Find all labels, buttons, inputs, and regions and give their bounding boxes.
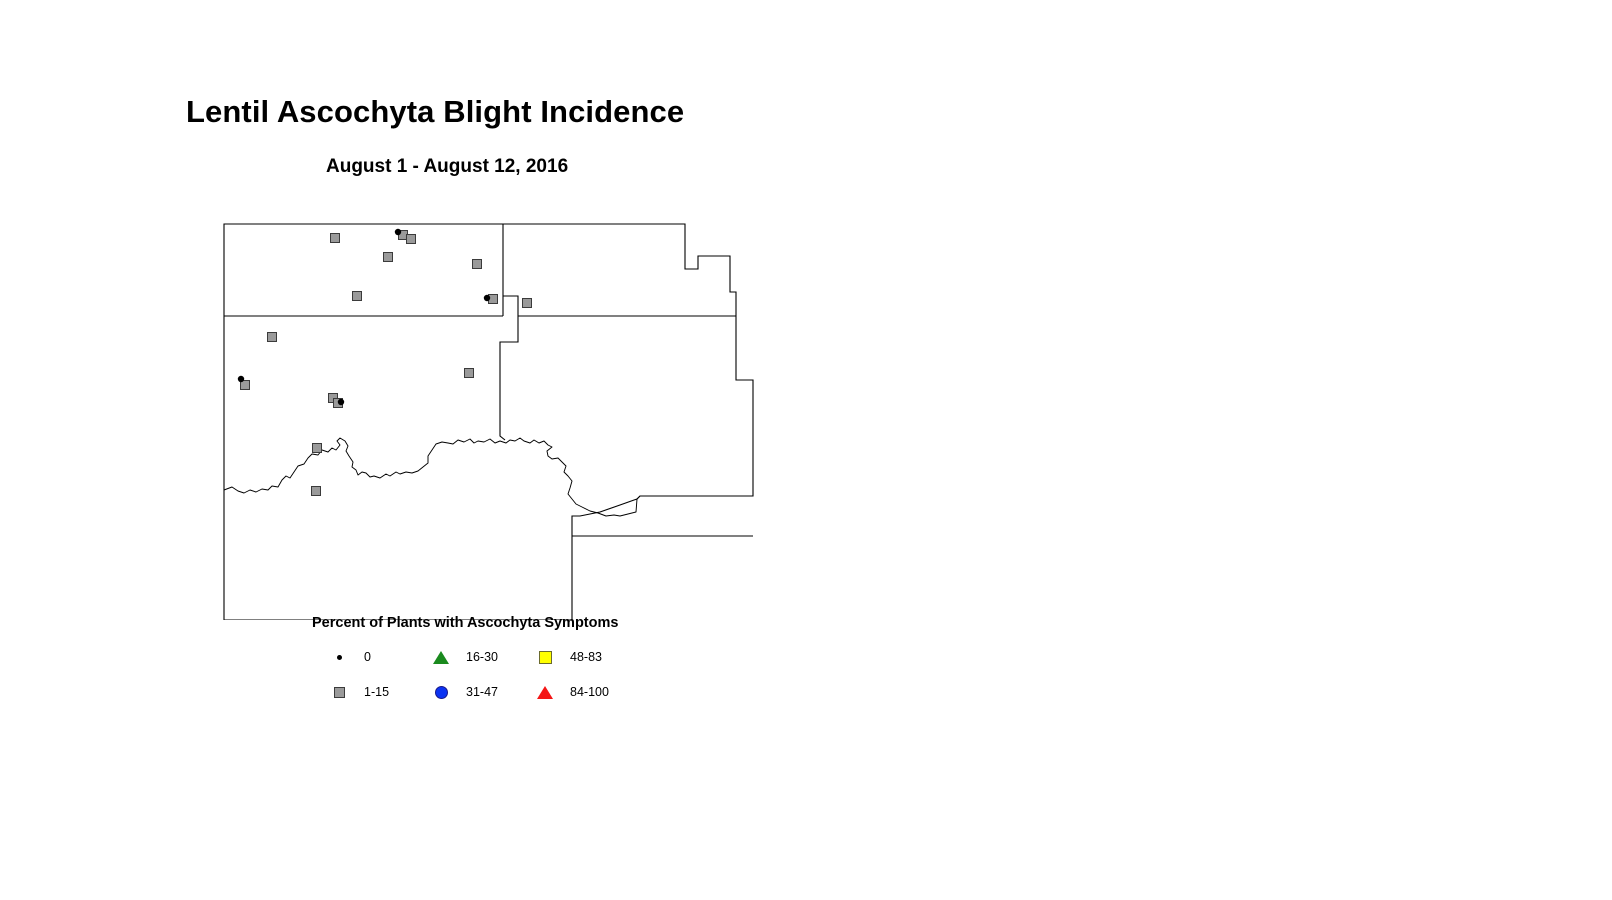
boundary-upper-step <box>503 295 519 316</box>
county-boundaries <box>223 223 754 620</box>
page-subtitle: August 1 - August 12, 2016 <box>326 156 569 177</box>
boundary-east-vertical <box>499 316 519 441</box>
square-yellow-icon <box>536 648 554 666</box>
legend-label-16-30: 16-30 <box>466 650 498 664</box>
triangle-green-icon <box>432 648 450 666</box>
legend-label-1-15: 1-15 <box>364 685 390 699</box>
legend-row: 0 16-30 48-83 <box>300 642 720 672</box>
legend-row: 1-15 31-47 84-100 <box>300 677 720 707</box>
river-boundary <box>223 437 641 517</box>
marker-1-15 <box>240 230 532 496</box>
marker-0 <box>237 228 491 406</box>
legend-label-31-47: 31-47 <box>466 685 498 699</box>
river-path <box>223 437 641 517</box>
map-canvas[interactable] <box>200 200 760 620</box>
square-gray-icon <box>330 683 348 701</box>
map-figure[interactable] <box>200 200 760 620</box>
legend-label-84-100: 84-100 <box>570 685 609 699</box>
map-legend: Percent of Plants with Ascochyta Symptom… <box>300 612 720 707</box>
dot-icon <box>330 648 348 666</box>
page-title: Lentil Ascochyta Blight Incidence <box>186 94 685 129</box>
triangle-red-icon <box>536 683 554 701</box>
region-outer-boundary <box>223 223 754 620</box>
legend-title: Percent of Plants with Ascochyta Symptom… <box>312 615 619 631</box>
circle-blue-icon <box>432 683 450 701</box>
legend-label-48-83: 48-83 <box>570 650 602 664</box>
data-point-markers <box>237 228 532 496</box>
legend-label-0: 0 <box>364 650 371 664</box>
